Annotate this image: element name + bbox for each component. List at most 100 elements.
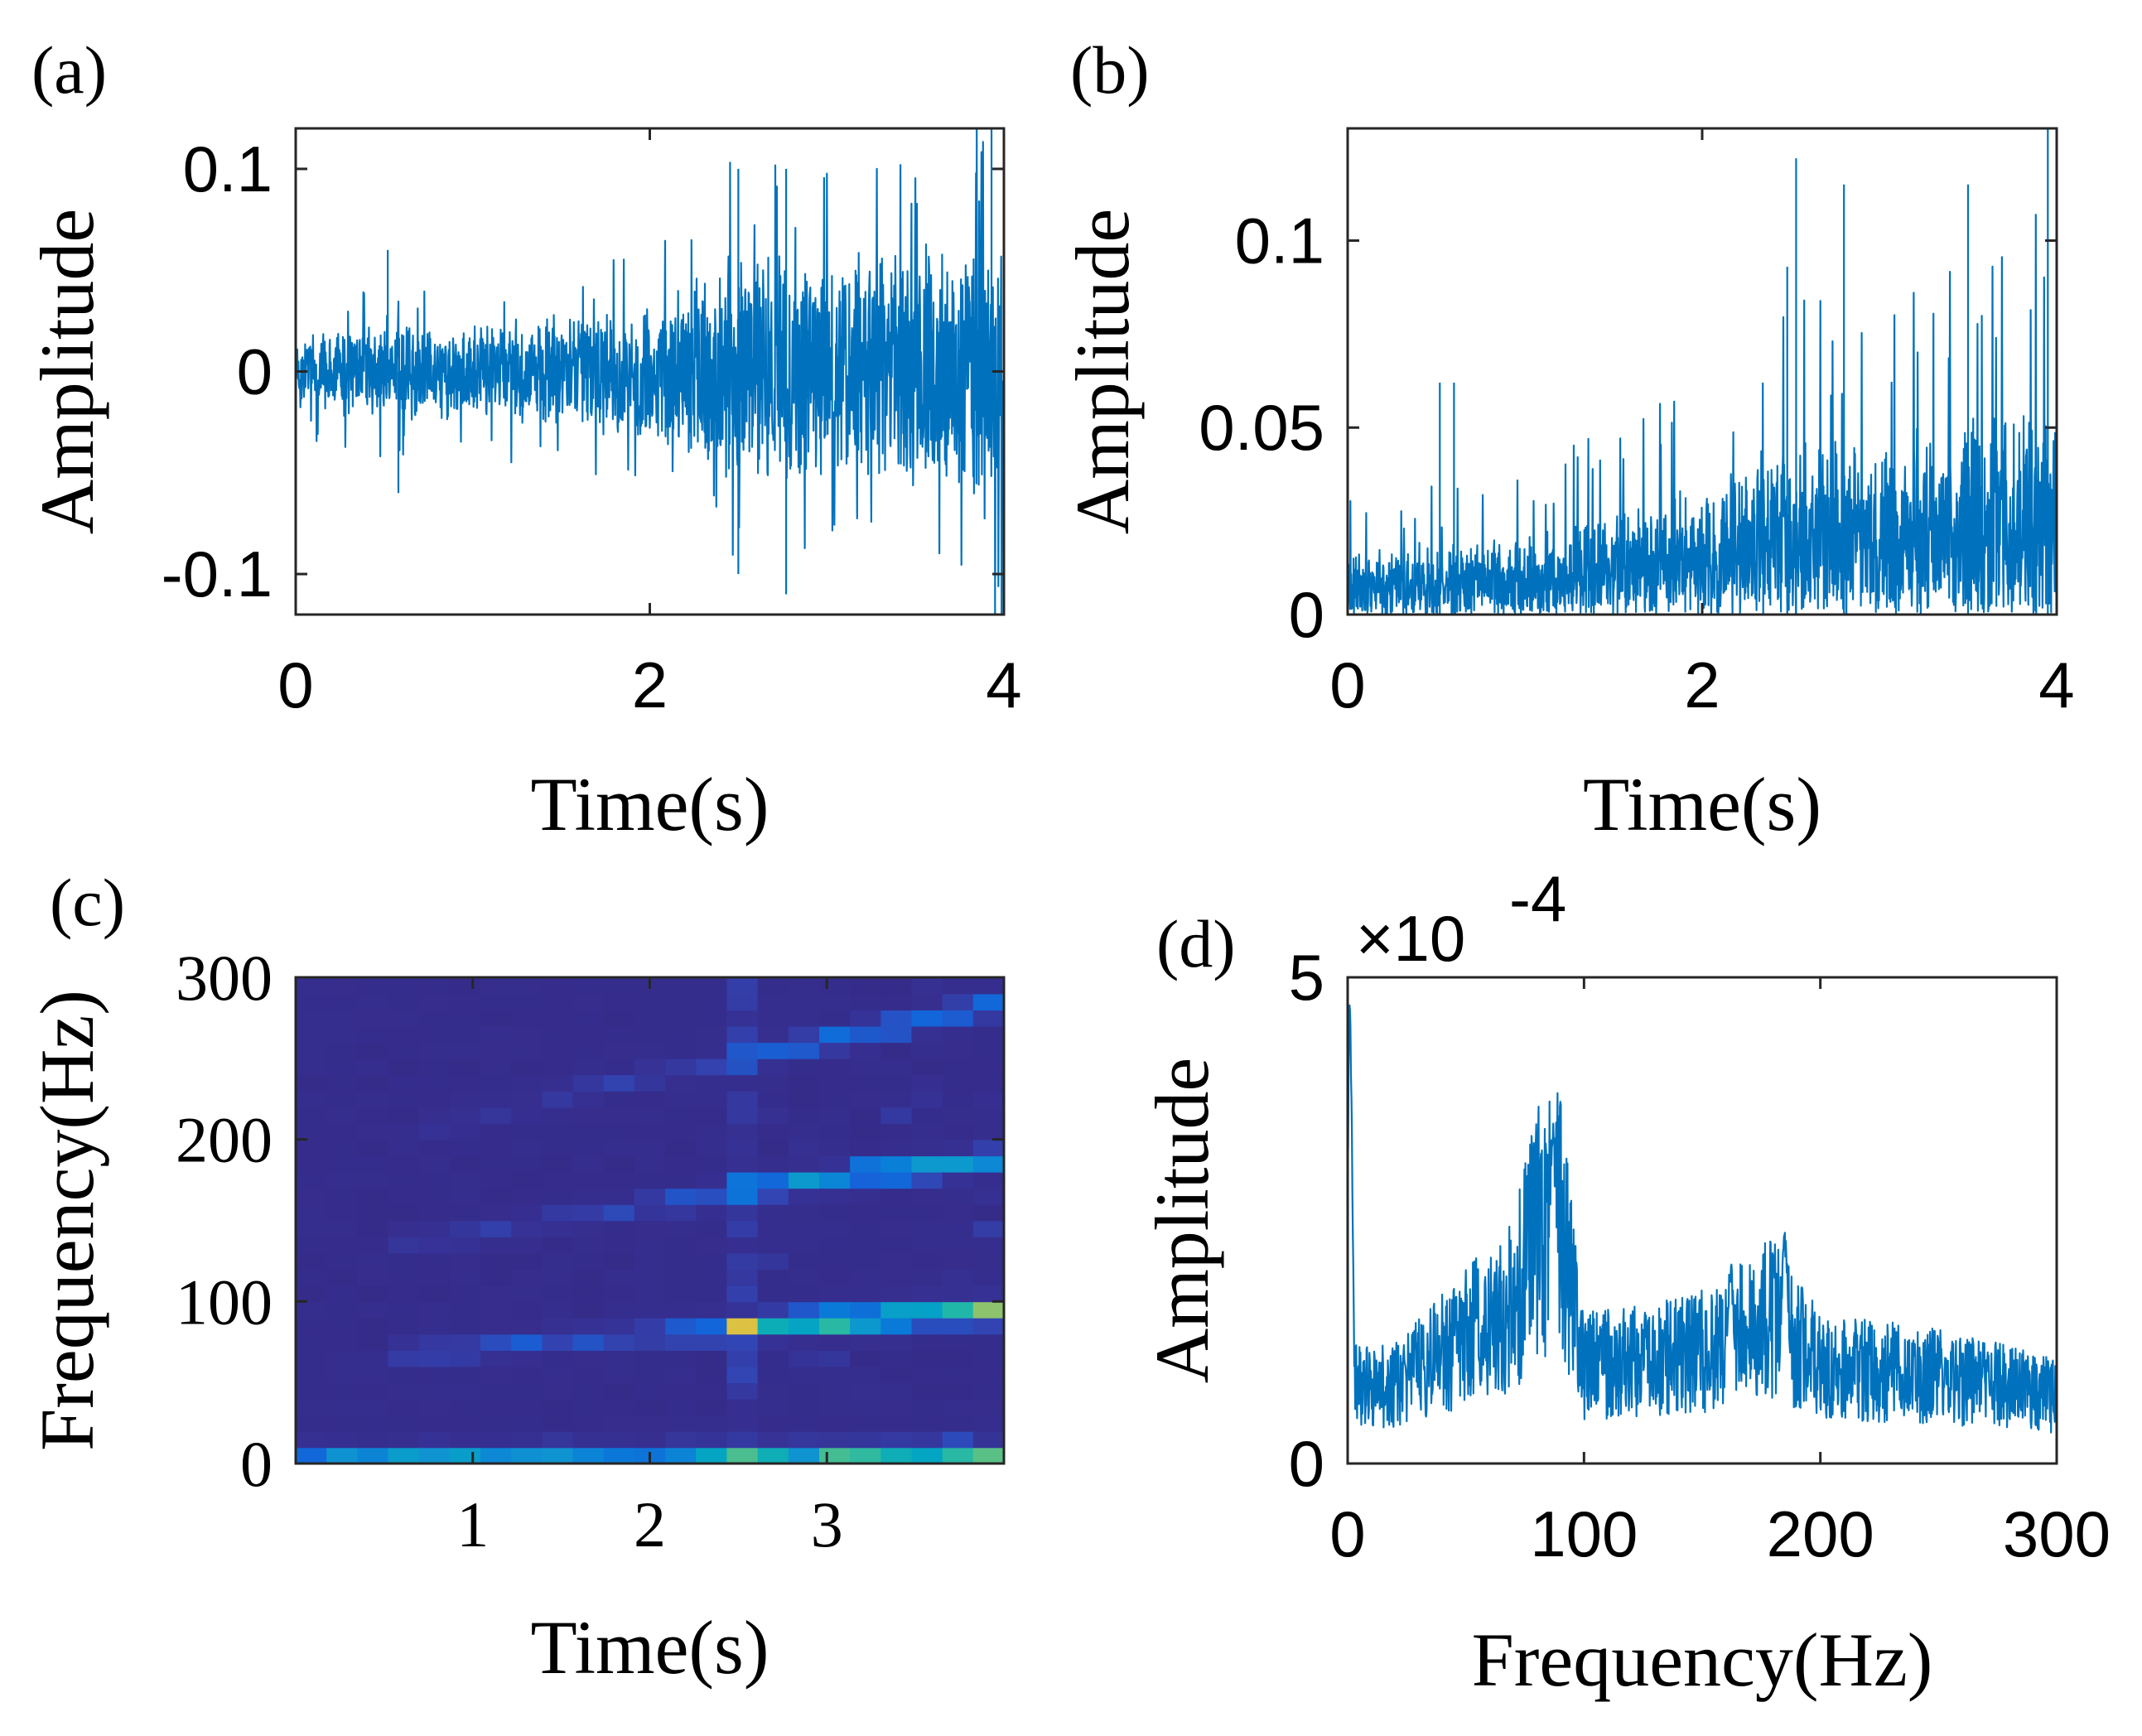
heatmap-cell [911,1155,943,1173]
heatmap-cell [572,1058,605,1076]
heatmap-cell [911,1025,943,1044]
heatmap-cell [511,1010,543,1027]
heatmap-cell [542,1123,574,1140]
heatmap-cell [757,1220,789,1237]
heatmap-cell [942,1366,974,1383]
heatmap-cell [788,1123,820,1140]
heatmap-cell [788,1188,820,1205]
heatmap-cell [480,1171,512,1189]
heatmap-cell [942,977,974,995]
y-tick-label: 0 [1289,578,1324,651]
heatmap-cell [819,1123,851,1140]
heatmap-cell [326,1091,359,1108]
heatmap-cell [634,1058,666,1076]
heatmap-cell [911,1366,943,1383]
heatmap-cell [326,1074,359,1092]
heatmap-cell [634,1025,666,1044]
heatmap-cell [388,1139,420,1157]
heatmap-cell [296,1430,327,1449]
heatmap-cell [542,993,574,1010]
heatmap-cell [880,1301,913,1319]
heatmap-cell [296,1058,327,1076]
heatmap-cell [388,1171,420,1189]
heatmap-cell [880,1317,913,1335]
heatmap-cell [480,1042,512,1059]
heatmap-cell [480,1123,512,1140]
heatmap-cell [388,1188,420,1205]
heatmap-cell [572,977,605,995]
heatmap-cell [357,1430,389,1449]
envelope-series [1348,214,2057,615]
heatmap-cell [418,1025,451,1044]
y-tick-label: 0.1 [1235,204,1324,277]
heatmap-cell [480,1155,512,1173]
heatmap-cell [880,1123,913,1140]
heatmap-cell [942,1123,974,1140]
heatmap-cell [326,1398,359,1416]
heatmap-cell [449,1025,481,1044]
heatmap-cell [418,1188,451,1205]
heatmap-cell [296,1155,327,1173]
heatmap-cell [726,1107,759,1124]
heatmap-cell [665,1171,697,1189]
heatmap-cell [511,1366,543,1383]
heatmap-cell [757,977,789,995]
heatmap-cell [788,1285,820,1303]
y-tick-label: 0 [1289,1427,1324,1500]
heatmap-cell [296,1447,327,1464]
heatmap-cell [449,1269,481,1286]
heatmap-cell [449,1415,481,1432]
heatmap-cell [819,1447,851,1464]
heatmap-cell [850,1123,882,1140]
heatmap-cell [819,1366,851,1383]
heatmap-cell [726,1091,759,1108]
heatmap-cell [696,1350,728,1367]
heatmap-cell [449,977,481,995]
heatmap-cell [634,1430,666,1449]
heatmap-cell [634,1155,666,1173]
heatmap-cell [296,1171,327,1189]
heatmap-cell [296,1010,327,1027]
heatmap-cell [357,1203,389,1222]
heatmap-cell [819,1285,851,1303]
heatmap-cell [634,1107,666,1124]
heatmap-cell [634,1269,666,1286]
heatmap-cell [542,1301,574,1319]
heatmap-cell [726,1382,759,1400]
heatmap-cell [696,1123,728,1140]
heatmap-cell [850,977,882,995]
heatmap-cell [942,1398,974,1416]
heatmap-cell [634,1010,666,1027]
heatmap-cell [850,1139,882,1157]
heatmap-cell [572,993,605,1010]
heatmap-cell [449,1252,481,1270]
heatmap-cell [603,1447,635,1464]
heatmap-cell [326,977,359,995]
heatmap-cell [480,1301,512,1319]
axes-box-3 [1346,976,2058,1465]
heatmap-cell [911,1203,943,1222]
heatmap-cell [696,1171,728,1189]
heatmap-cell [449,1220,481,1237]
heatmap-cell [819,1269,851,1286]
heatmap-cell [542,1366,574,1383]
heatmap-cell [850,1091,882,1108]
heatmap-cell [326,1139,359,1157]
heatmap-cell [357,1301,389,1319]
heatmap-cell [726,993,759,1010]
heatmap-cell [726,1333,759,1351]
heatmap-cell [726,1350,759,1367]
heatmap-cell [511,1269,543,1286]
heatmap-cell [850,1010,882,1027]
heatmap-cell [757,1301,789,1319]
heatmap-cell [726,1269,759,1286]
heatmap-cell [449,1188,481,1205]
heatmap-cell [942,1220,974,1237]
heatmap-cell [819,1155,851,1173]
heatmap-cell [757,1350,789,1367]
heatmap-cell [972,1010,1004,1027]
heatmap-cell [726,1415,759,1432]
heatmap-cell [696,1058,728,1076]
heatmap-cell [480,1350,512,1367]
y-axis-title: Amplitude [1140,1058,1224,1384]
